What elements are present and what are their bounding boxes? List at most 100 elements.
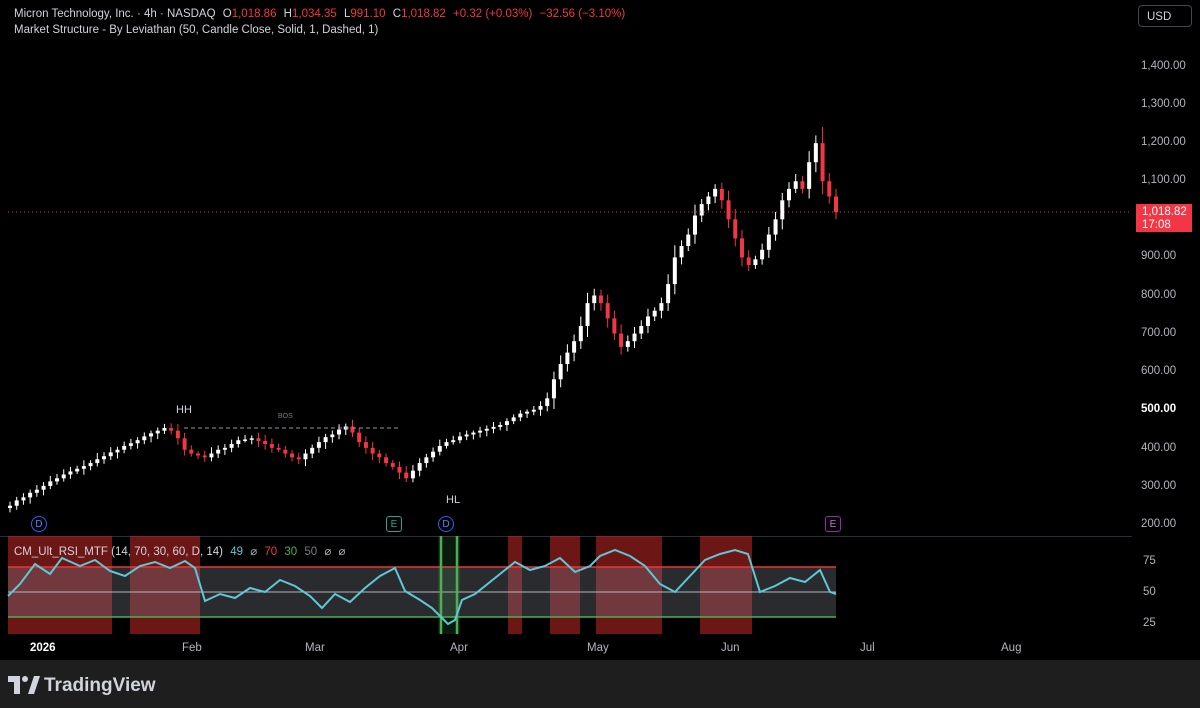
- candle-body: [444, 442, 449, 446]
- y-tick-label: 1,200.00: [1141, 136, 1186, 148]
- earnings-marker-upcoming[interactable]: E: [825, 516, 841, 532]
- candle-body: [706, 196, 711, 205]
- x-tick-label: Feb: [182, 642, 202, 654]
- rsi-lower-value: 30: [284, 546, 298, 558]
- candle-body: [390, 463, 395, 467]
- footer-bar: [0, 660, 1200, 708]
- y-tick-label: 600.00: [1141, 365, 1177, 377]
- candle-body: [538, 405, 543, 410]
- y-tick-label: 900.00: [1141, 250, 1177, 262]
- candle-body: [21, 497, 26, 501]
- candle-body: [437, 445, 442, 452]
- candle-body: [511, 417, 516, 422]
- symbol-title: Micron Technology, Inc. · 4h · NASDAQ: [14, 8, 216, 20]
- rsi-title: CM_Ult_RSI_MTF (14, 70, 30, 60, D, 14): [14, 546, 223, 558]
- candle-body: [827, 181, 832, 197]
- rsi-sym3: ⌀: [338, 546, 346, 558]
- candle-body: [457, 436, 462, 441]
- y-tick-label: 700.00: [1141, 327, 1177, 339]
- candle-body: [558, 364, 563, 380]
- candle-body: [81, 466, 86, 469]
- rsi-axis-label: 50: [1143, 586, 1156, 598]
- candle-body: [645, 316, 650, 326]
- bos-label: BOS: [278, 413, 293, 420]
- candle-body: [323, 437, 328, 443]
- candle-body: [88, 463, 93, 467]
- candle-body: [478, 430, 483, 433]
- tradingview-logo-icon: [8, 676, 40, 694]
- candle-body: [276, 447, 281, 450]
- candle-body: [417, 463, 422, 471]
- candle-body: [773, 219, 778, 235]
- candle-body: [679, 245, 684, 258]
- candle-body: [135, 440, 140, 444]
- candle-body: [169, 428, 174, 431]
- candle-body: [350, 426, 355, 433]
- x-tick-label: Apr: [450, 642, 468, 654]
- x-tick-label: May: [587, 642, 609, 654]
- candle-body: [155, 430, 160, 434]
- candle-body: [243, 439, 248, 441]
- candle-body: [370, 447, 375, 454]
- earnings-marker[interactable]: E: [386, 516, 402, 532]
- candle-body: [551, 379, 556, 399]
- candle-body: [263, 440, 268, 445]
- y-tick-label: 300.00: [1141, 480, 1177, 492]
- y-tick-label: 1,300.00: [1141, 98, 1186, 110]
- y-tick-label-bold: 500.00: [1141, 403, 1177, 415]
- candle-body: [471, 432, 476, 435]
- candle-body: [464, 434, 469, 437]
- rsi-pane[interactable]: [0, 536, 1200, 640]
- close-value: 1,018.82: [401, 8, 446, 20]
- candle-body: [28, 492, 33, 498]
- candle-body: [525, 411, 530, 414]
- rsi-legend[interactable]: CM_Ult_RSI_MTF (14, 70, 30, 60, D, 14) 4…: [14, 544, 345, 558]
- candle-body: [632, 333, 637, 342]
- candle-body: [75, 468, 80, 472]
- candle-body: [424, 457, 429, 464]
- indicator-legend[interactable]: Market Structure - By Leviathan (50, Can…: [14, 24, 379, 36]
- price-chart[interactable]: BOS HH HL: [0, 0, 1200, 536]
- candle-body: [68, 471, 73, 475]
- x-tick-label: Jun: [721, 642, 740, 654]
- rsi-value: 49: [230, 546, 243, 558]
- candle-body: [216, 449, 221, 454]
- candle-body: [766, 234, 771, 250]
- x-tick-label: Mar: [305, 642, 325, 654]
- candle-body: [41, 485, 46, 490]
- dividend-marker[interactable]: D: [31, 516, 47, 532]
- candle-body: [726, 200, 731, 220]
- dividend-marker[interactable]: D: [438, 516, 454, 532]
- candle-body: [780, 200, 785, 220]
- candle-body: [619, 333, 624, 347]
- open-label: O: [222, 8, 232, 20]
- rsi-sym2: ⌀: [324, 546, 332, 558]
- candle-body: [95, 459, 100, 464]
- candle-body: [303, 453, 308, 460]
- candle-body: [222, 447, 227, 450]
- candle-body: [363, 442, 368, 448]
- candle-body: [793, 181, 798, 189]
- x-tick-label: Aug: [1001, 642, 1022, 654]
- candle-body: [209, 453, 214, 458]
- bar-countdown: 17:08: [1142, 219, 1171, 231]
- candle-body: [451, 440, 456, 443]
- candle-body: [572, 341, 577, 353]
- currency-button[interactable]: USD: [1138, 5, 1192, 27]
- rsi-sym1: ⌀: [250, 546, 258, 558]
- candle-body: [713, 188, 718, 197]
- candle-body: [518, 413, 523, 418]
- candle-body: [719, 188, 724, 201]
- hl-label: HL: [446, 494, 460, 506]
- candle-body: [484, 428, 489, 431]
- candle-body: [34, 489, 39, 493]
- last-price-value: 1,018.82: [1142, 206, 1187, 218]
- candle-body: [592, 295, 597, 304]
- candle-body: [182, 438, 187, 450]
- candle-body: [377, 453, 382, 458]
- candle-series: [8, 126, 838, 513]
- candle-body: [48, 481, 53, 486]
- candle-body: [625, 341, 630, 347]
- candle-body: [753, 259, 758, 266]
- candle-body: [820, 143, 825, 182]
